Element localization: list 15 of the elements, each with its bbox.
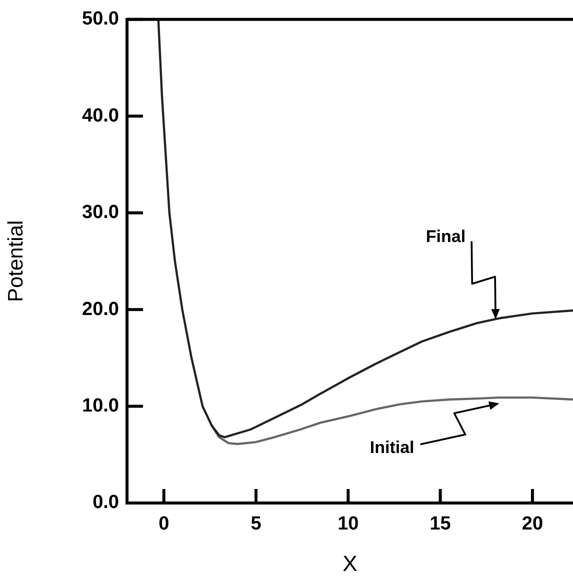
x-tick-label: 10 — [338, 514, 359, 535]
y-tick-label: 30.0 — [82, 202, 119, 224]
y-tick-label: 40.0 — [82, 105, 119, 126]
annotation: Final — [426, 226, 466, 246]
x-axis-title: X — [342, 550, 358, 576]
y-tick-label: 20.0 — [82, 298, 119, 320]
y-tick-label: 10.0 — [82, 396, 119, 417]
annotation: Initial — [370, 438, 414, 458]
y-tick-label: 0.0 — [92, 492, 119, 514]
x-tick-label: 15 — [430, 514, 452, 535]
x-tick-label: 20 — [522, 514, 544, 535]
x-tick-label: 0 — [158, 514, 170, 535]
y-axis-title: Potential — [4, 220, 28, 302]
y-tick-label: 50.0 — [82, 8, 119, 30]
x-tick-label: 5 — [250, 514, 262, 535]
